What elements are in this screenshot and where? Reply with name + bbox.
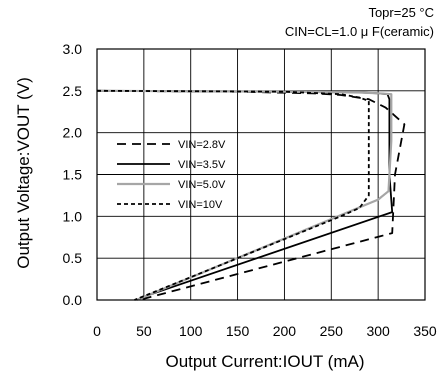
y-tick-label: 0.5 — [63, 250, 83, 266]
legend-label: VIN=3.5V — [178, 159, 226, 171]
x-tick-label: 300 — [366, 323, 390, 339]
legend-label: VIN=2.8V — [178, 139, 226, 151]
series-line-2 — [96, 89, 393, 302]
y-tick-label: 2.0 — [63, 125, 83, 141]
series-line-3 — [96, 89, 370, 301]
x-tick-label: 50 — [136, 323, 152, 339]
x-tick-label: 100 — [179, 323, 203, 339]
legend: VIN=2.8V VIN=3.5V VIN=5.0V VIN=10V — [117, 139, 226, 211]
y-tick-label: 1.5 — [63, 167, 83, 183]
y-tick-label: 3.0 — [63, 41, 83, 57]
y-tick-label: 1.0 — [63, 208, 83, 224]
series-group — [96, 89, 406, 302]
legend-label: VIN=5.0V — [178, 179, 226, 191]
y-tick-label: 0.0 — [63, 292, 83, 308]
condition-capacitance: CIN=CL=1.0 μ F(ceramic) — [285, 24, 434, 39]
tick-labels: 0 50 100 150 200 250 300 350 0.0 0.5 1.0 1.5 2.0 2.5 3… — [63, 41, 437, 339]
x-tick-label: 250 — [320, 323, 344, 339]
condition-temperature: Topr=25 °C — [368, 5, 434, 20]
x-axis-label: Output Current:IOUT (mA) — [165, 352, 364, 371]
series-line-0 — [96, 89, 406, 301]
x-tick-label: 0 — [93, 323, 101, 339]
y-tick-label: 2.5 — [63, 83, 83, 99]
grid — [96, 48, 426, 301]
y-axis-label: Output Voltage:VOUT (V) — [14, 77, 33, 269]
x-tick-label: 200 — [273, 323, 297, 339]
plot-frame — [96, 48, 426, 301]
x-tick-label: 150 — [226, 323, 250, 339]
series-line-1 — [96, 89, 394, 300]
x-tick-label: 350 — [413, 323, 437, 339]
legend-label: VIN=10V — [178, 199, 223, 211]
